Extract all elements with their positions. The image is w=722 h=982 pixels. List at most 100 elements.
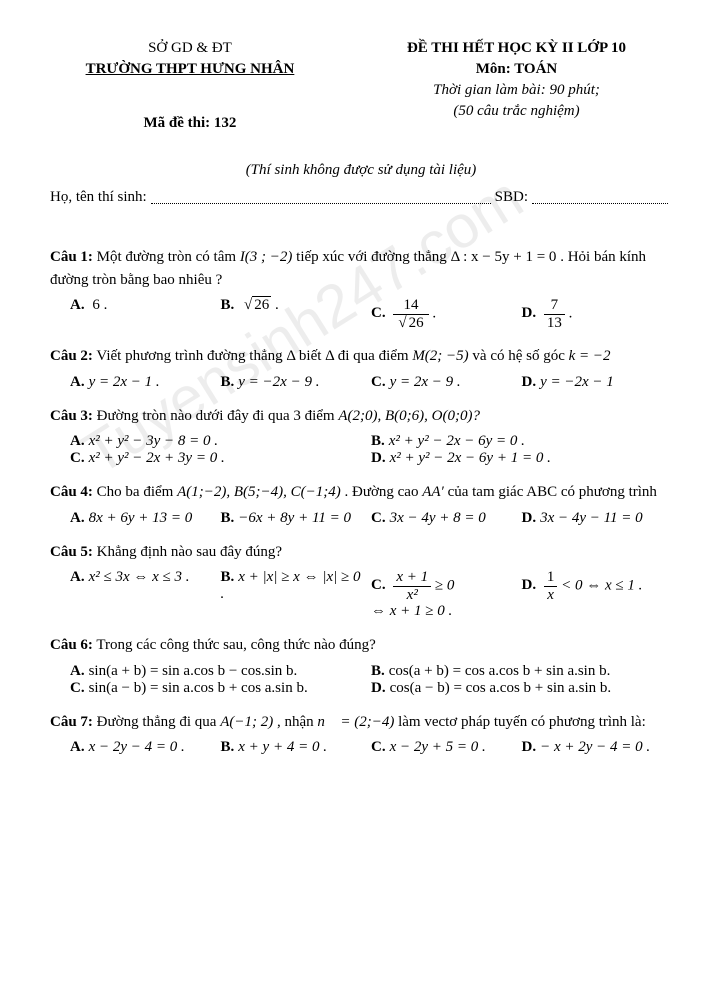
question-count: (50 câu trắc nghiệm) <box>361 103 672 120</box>
q6-d: cos(a − b) = cos a.cos b + sin a.sin b. <box>390 680 612 696</box>
opt-label-b: B. <box>371 663 385 679</box>
q6-opt-a: A.sin(a + b) = sin a.cos b − cos.sin b. <box>70 663 371 680</box>
q6-opt-d: D.cos(a − b) = cos a.cos b + sin a.sin b… <box>371 680 672 697</box>
opt-label-a: A. <box>70 739 85 755</box>
student-info-row: Họ, tên thí sinh: SBD: <box>50 189 672 206</box>
q4-pts: A(1;−2), B(5;−4), C(−1;4) <box>177 484 341 500</box>
opt-label-b: B. <box>221 297 235 313</box>
q1-opt-a: A. 6 . <box>70 297 221 331</box>
q7-label: Câu 7: <box>50 714 93 730</box>
opt-label-c: C. <box>371 305 386 321</box>
q4-c: 3x − 4y + 8 = 0 <box>390 510 486 526</box>
q5-opt-a: A.x² ≤ 3x ⇔ x ≤ 3 . <box>70 569 221 620</box>
q4-text3: của tam giác ABC có phương trình <box>448 484 657 500</box>
school-name: TRƯỜNG THPT HƯNG NHÂN <box>50 61 330 78</box>
q4-text1: Cho ba điểm <box>97 484 177 500</box>
q1-opt-d: D. 7 13 . <box>522 297 673 331</box>
q3-opt-a: A.x² + y² − 3y − 8 = 0 . <box>70 433 371 450</box>
q5-d-frac: 1 x <box>544 569 558 603</box>
q5-text: Khẳng định nào sau đây đúng? <box>97 544 282 560</box>
q4-label: Câu 4: <box>50 484 93 500</box>
q2-a: y = 2x − 1 . <box>89 374 160 390</box>
q5-label: Câu 5: <box>50 544 93 560</box>
q2-text2: và có hệ số góc <box>472 348 568 364</box>
q7-text1: Đường thẳng đi qua <box>97 714 221 730</box>
q1-text2: tiếp xúc với đường thẳng <box>296 249 450 265</box>
q4-opt-c: C.3x − 4y + 8 = 0 <box>371 510 522 527</box>
sbd-field[interactable] <box>532 189 668 204</box>
q7-opt-a: A.x − 2y − 4 = 0 . <box>70 739 221 756</box>
q5-opt-d: D. 1 x < 0 ⇔ x ≤ 1 . <box>522 569 673 620</box>
opt-label-d: D. <box>522 577 537 593</box>
q3-a: x² + y² − 3y − 8 = 0 . <box>89 433 218 449</box>
q1-c-frac: 14 √26 <box>393 297 428 331</box>
q3-label: Câu 3: <box>50 408 93 424</box>
q3-b: x² + y² − 2x − 6y = 0 . <box>389 433 525 449</box>
q2-opt-a: A.y = 2x − 1 . <box>70 374 221 391</box>
q7-opt-b: B.x + y + 4 = 0 . <box>221 739 372 756</box>
q3-opt-d: D.x² + y² − 2x − 6y + 1 = 0 . <box>371 450 672 467</box>
q4-d: 3x − 4y − 11 = 0 <box>540 510 643 526</box>
q7-n: n⃗ = (2;−4) <box>317 714 394 730</box>
q3-text: Đường tròn nào dưới đây đi qua 3 điểm <box>97 408 339 424</box>
q5-c-r2: ⇔ x + 1 ≥ 0 . <box>371 603 516 620</box>
q2-text1: Viết phương trình đường thẳng Δ biết Δ đ… <box>96 348 412 364</box>
q5-opt-b: B.x + |x| ≥ x ⇔ |x| ≥ 0 . <box>221 569 372 620</box>
time-text: Thời gian làm bài: 90 phút; <box>361 82 672 99</box>
sbd-label: SBD: <box>495 189 528 206</box>
name-field[interactable] <box>151 189 491 204</box>
opt-label-a: A. <box>70 297 85 313</box>
q3-opt-c: C.x² + y² − 2x + 3y = 0 . <box>70 450 371 467</box>
opt-label-c: C. <box>70 680 85 696</box>
opt-label-a: A. <box>70 569 85 585</box>
opt-label-a: A. <box>70 374 85 390</box>
opt-label-d: D. <box>371 450 386 466</box>
q2-c: y = 2x − 9 . <box>390 374 461 390</box>
name-label: Họ, tên thí sinh: <box>50 189 147 206</box>
q2-M: M(2; −5) <box>412 348 468 364</box>
opt-label-b: B. <box>371 433 385 449</box>
question-6: Câu 6: Trong các công thức sau, công thứ… <box>50 634 672 657</box>
q4-opt-a: A.8x + 6y + 13 = 0 <box>70 510 221 527</box>
q1-point: I(3 ; −2) <box>240 249 293 265</box>
q5-a: x² ≤ 3x ⇔ x ≤ 3 . <box>89 569 190 585</box>
question-4: Câu 4: Cho ba điểm A(1;−2), B(5;−4), C(−… <box>50 481 672 504</box>
opt-label-b: B. <box>221 739 235 755</box>
q4-b: −6x + 8y + 11 = 0 <box>238 510 351 526</box>
q4-opt-b: B.−6x + 8y + 11 = 0 <box>221 510 372 527</box>
subject-text: Môn: TOÁN <box>361 61 672 78</box>
opt-label-d: D. <box>522 374 537 390</box>
q5-b: x + |x| ≥ x ⇔ |x| ≥ 0 . <box>221 569 361 602</box>
q1-opt-b: B. √26 . <box>221 297 372 331</box>
q1-opt-c: C. 14 √26 . <box>371 297 522 331</box>
opt-label-b: B. <box>221 374 235 390</box>
question-2: Câu 2: Viết phương trình đường thẳng Δ b… <box>50 345 672 368</box>
exam-code: Mã đề thi: 132 <box>50 115 330 132</box>
opt-label-c: C. <box>70 450 85 466</box>
q6-a: sin(a + b) = sin a.cos b − cos.sin b. <box>89 663 298 679</box>
question-3: Câu 3: Đường tròn nào dưới đây đi qua 3 … <box>50 405 672 428</box>
q2-opt-b: B.y = −2x − 9 . <box>221 374 372 391</box>
opt-label-a: A. <box>70 510 85 526</box>
q3-d: x² + y² − 2x − 6y + 1 = 0 . <box>390 450 551 466</box>
q7-opt-c: C.x − 2y + 5 = 0 . <box>371 739 522 756</box>
q4-text2: . Đường cao <box>344 484 422 500</box>
opt-label-a: A. <box>70 663 85 679</box>
q1-a: 6 . <box>92 297 107 313</box>
q6-c: sin(a − b) = sin a.cos b + cos a.sin b. <box>89 680 308 696</box>
q1-b-sqrt: √26 <box>242 297 271 314</box>
opt-label-c: C. <box>371 739 386 755</box>
opt-label-c: C. <box>371 510 386 526</box>
q7-text3: làm vectơ pháp tuyến có phương trình là: <box>398 714 646 730</box>
q3-c: x² + y² − 2x + 3y = 0 . <box>89 450 225 466</box>
q7-b: x + y + 4 = 0 . <box>238 739 327 755</box>
opt-label-a: A. <box>70 433 85 449</box>
q6-label: Câu 6: <box>50 637 93 653</box>
opt-label-d: D. <box>522 739 537 755</box>
q3-opt-b: B.x² + y² − 2x − 6y = 0 . <box>371 433 672 450</box>
opt-label-c: C. <box>371 374 386 390</box>
question-5: Câu 5: Khẳng định nào sau đây đúng? <box>50 541 672 564</box>
q1-d-suffix: . <box>569 305 573 321</box>
q6-opt-b: B.cos(a + b) = cos a.cos b + sin a.sin b… <box>371 663 672 680</box>
q5-c-frac: x + 1 x² <box>393 569 431 603</box>
